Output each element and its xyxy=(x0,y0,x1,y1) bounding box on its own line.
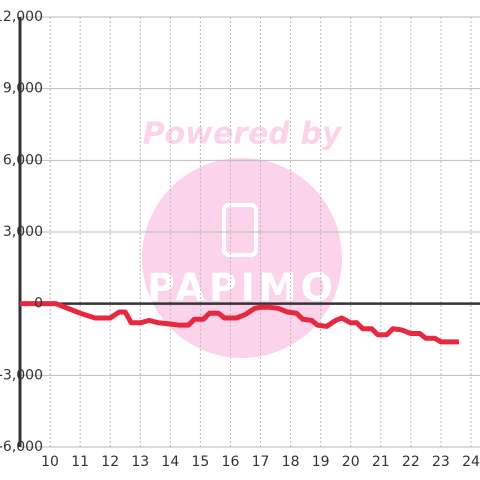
x-tick-label: 18 xyxy=(282,454,300,470)
x-tick-label: 11 xyxy=(71,454,89,470)
y-tick-label: -6,000 xyxy=(0,439,43,455)
x-tick-label: 15 xyxy=(191,454,209,470)
watermark-bottom: PAPIMO xyxy=(147,266,337,310)
plot xyxy=(18,17,480,447)
x-tick-label: 24 xyxy=(462,454,480,470)
watermark-circle xyxy=(142,158,342,358)
x-tick-label: 16 xyxy=(222,454,240,470)
x-tick-label: 23 xyxy=(432,454,450,470)
watermark: Powered by PAPIMO xyxy=(142,117,343,358)
watermark-top: Powered by xyxy=(143,117,343,152)
x-tick-label: 19 xyxy=(312,454,330,470)
y-tick-label: 12,000 xyxy=(0,9,43,25)
labels: 10 11 12 13 14 15 16 17 18 19 20 21 22 23 24 -6,000 -3,0… xyxy=(0,9,480,470)
grid xyxy=(20,16,480,448)
x-tick-label: 14 xyxy=(161,454,179,470)
x-tick-label: 10 xyxy=(41,454,59,470)
x-tick-label: 17 xyxy=(252,454,270,470)
x-tick-label: 12 xyxy=(101,454,119,470)
x-tick-label: 20 xyxy=(342,454,360,470)
y-tick-label: -3,000 xyxy=(0,367,43,383)
y-tick-label: 9,000 xyxy=(3,81,43,97)
y-tick-label: 0 xyxy=(34,296,43,312)
x-tick-label: 22 xyxy=(402,454,420,470)
y-tick-label: 6,000 xyxy=(3,152,43,168)
x-tick-label: 21 xyxy=(372,454,390,470)
x-tick-label: 13 xyxy=(131,454,149,470)
watermark-phone xyxy=(222,203,258,257)
y-tick-label: 3,000 xyxy=(3,224,43,240)
data-line xyxy=(20,301,459,345)
